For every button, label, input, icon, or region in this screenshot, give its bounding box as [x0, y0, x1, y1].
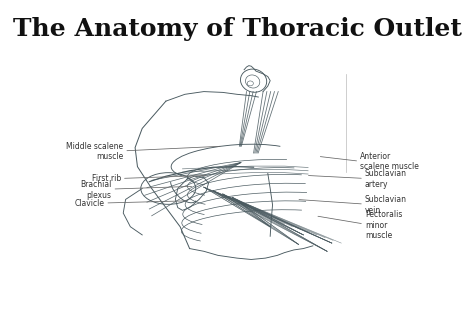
Text: The Anatomy of Thoracic Outlet: The Anatomy of Thoracic Outlet	[13, 17, 461, 41]
Text: Clavicle: Clavicle	[74, 199, 104, 208]
Text: Subclavian
artery: Subclavian artery	[365, 169, 407, 188]
Text: Subclavian
vein: Subclavian vein	[365, 195, 407, 214]
Text: Brachial
plexus: Brachial plexus	[80, 180, 111, 200]
Text: Pectoralis
minor
muscle: Pectoralis minor muscle	[365, 211, 402, 240]
Text: First rib: First rib	[91, 175, 121, 183]
Text: Anterior
scalene muscle: Anterior scalene muscle	[360, 151, 419, 171]
Text: Middle scalene
muscle: Middle scalene muscle	[66, 142, 123, 161]
